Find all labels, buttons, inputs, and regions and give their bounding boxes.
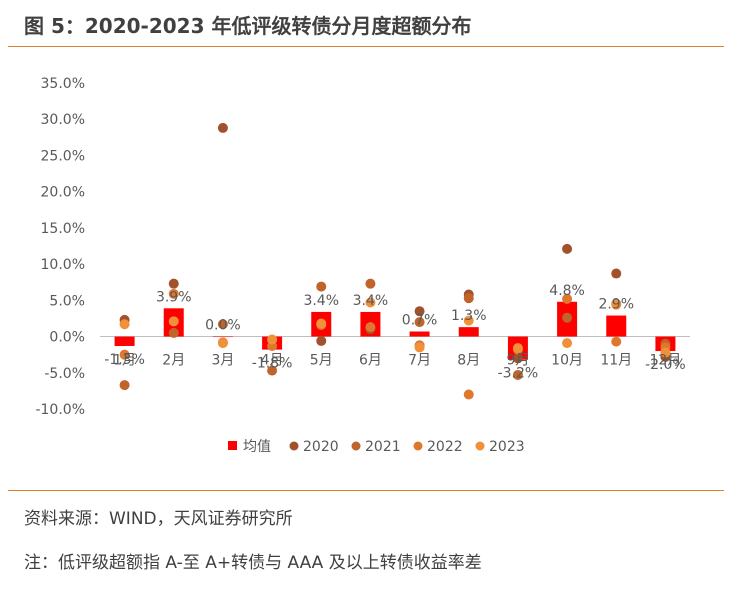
legend-swatch-2021: [351, 441, 361, 451]
legend-swatch-2023: [475, 441, 485, 451]
y-tick-label: 10.0%: [41, 257, 85, 273]
point-2020-5: [316, 335, 327, 346]
y-tick-label: 20.0%: [41, 185, 85, 201]
point-2023-2: [168, 316, 179, 327]
footnote: 注：低评级超额指 A-至 A+转债与 AAA 及以上转债收益率差: [24, 553, 482, 573]
point-2023-11: [611, 299, 622, 310]
point-2022-11: [611, 336, 622, 347]
footer-divider: [8, 490, 724, 491]
x-tick-label: 9月: [506, 353, 529, 369]
point-2021-10: [562, 312, 573, 323]
data-label-5: 3.4%: [303, 293, 339, 309]
data-label-8: 1.3%: [451, 308, 487, 324]
y-axis: -10.0% -5.0% 0.0% 5.0% 10.0% 15.0% 20.0% 25.0% 3…: [35, 76, 690, 418]
point-2023-10: [562, 338, 573, 349]
y-tick-label: 30.0%: [41, 112, 85, 128]
point-2021-6: [365, 278, 376, 289]
y-tick-label: 35.0%: [41, 76, 85, 92]
point-2021-8: [463, 293, 474, 304]
point-2021-2: [168, 327, 179, 338]
legend: 均值 2020 2021 2022 2023: [228, 439, 525, 455]
bar-1: [114, 336, 135, 346]
point-2021-7: [414, 317, 425, 328]
point-2020-2: [168, 278, 179, 289]
point-2023-12: [660, 347, 671, 358]
legend-swatch-2022: [413, 441, 423, 451]
y-tick-label: -10.0%: [35, 402, 85, 418]
point-2020-10: [562, 243, 573, 254]
point-2020-3: [217, 122, 228, 133]
point-2023-3: [217, 338, 228, 349]
x-tick-label: 7月: [408, 353, 431, 369]
data-label-2: 3.9%: [156, 289, 192, 305]
bar-7: [409, 331, 430, 337]
data-label-4: -1.8%: [252, 356, 293, 372]
point-2023-9: [512, 343, 523, 354]
point-2022-10: [562, 293, 573, 304]
legend-label-2022: 2022: [427, 439, 463, 455]
point-2022-1: [119, 349, 130, 360]
point-2022-2: [168, 288, 179, 299]
point-2023-8: [463, 315, 474, 326]
scatter-series: [119, 122, 671, 400]
legend-label-2021: 2021: [365, 439, 401, 455]
x-tick-label: 5月: [310, 353, 333, 369]
data-label-6: 3.4%: [353, 293, 389, 309]
data-label-3: 0.0%: [205, 318, 241, 334]
source-note: 资料来源：WIND，天风证券研究所: [24, 509, 293, 529]
point-2021-1: [119, 380, 130, 391]
bar-3: [212, 336, 233, 338]
point-2020-7: [414, 306, 425, 317]
title-divider: [8, 46, 724, 47]
x-tick-label: 8月: [457, 353, 480, 369]
data-label-10: 4.8%: [549, 283, 585, 299]
y-tick-label: 0.0%: [49, 330, 85, 346]
data-labels: -1.3% 3.9% 0.0% -1.8% 3.4% 3.4% 0.7% 1.3% -3.2% 4…: [104, 283, 685, 382]
point-2023-7: [414, 342, 425, 353]
figure-title: 图 5：2020-2023 年低评级转债分月度超额分布: [24, 14, 472, 38]
legend-label-mean: 均值: [243, 439, 271, 455]
x-tick-label: 1月: [113, 353, 136, 369]
x-tick-label: 2月: [162, 353, 185, 369]
y-tick-label: 25.0%: [41, 148, 85, 164]
point-2021-4: [267, 365, 278, 376]
legend-swatch-2020: [289, 441, 299, 451]
excess-return-chart: -10.0% -5.0% 0.0% 5.0% 10.0% 15.0% 20.0% 25.0% 3…: [35, 76, 690, 455]
data-label-11: 2.9%: [598, 297, 634, 313]
x-tick-label: 3月: [211, 353, 234, 369]
point-2020-11: [611, 268, 622, 279]
point-2023-1: [119, 319, 130, 330]
legend-swatch-mean: [228, 441, 237, 450]
legend-label-2023: 2023: [489, 439, 525, 455]
x-tick-label: 4月: [261, 353, 284, 369]
data-label-1: -1.3%: [104, 352, 145, 368]
y-tick-label: 15.0%: [41, 221, 85, 237]
point-2021-9: [512, 369, 523, 380]
x-axis: 1月 2月 3月 4月 5月 6月 7月 8月 9月 10月 11月 12月: [113, 353, 681, 369]
data-label-7: 0.7%: [402, 312, 438, 328]
bar-11: [606, 315, 627, 337]
point-2023-6: [365, 297, 376, 308]
point-2023-4: [267, 334, 278, 345]
point-2023-5: [316, 318, 327, 329]
y-tick-label: 5.0%: [49, 293, 85, 309]
point-2022-6: [365, 322, 376, 333]
point-2022-8: [463, 389, 474, 400]
bar-8: [458, 327, 479, 337]
point-2021-5: [316, 281, 327, 292]
x-tick-label: 10月: [551, 353, 583, 369]
point-2021-3: [217, 319, 228, 330]
bar-series-mean: [114, 301, 676, 360]
data-label-9: -3.2%: [498, 366, 539, 382]
legend-label-2020: 2020: [303, 439, 339, 455]
x-tick-label: 6月: [359, 353, 382, 369]
point-2020-9: [512, 353, 523, 364]
x-tick-label: 12月: [650, 353, 682, 369]
x-tick-label: 11月: [600, 353, 632, 369]
data-label-12: -2.0%: [645, 357, 686, 373]
y-tick-label: -5.0%: [44, 366, 85, 382]
